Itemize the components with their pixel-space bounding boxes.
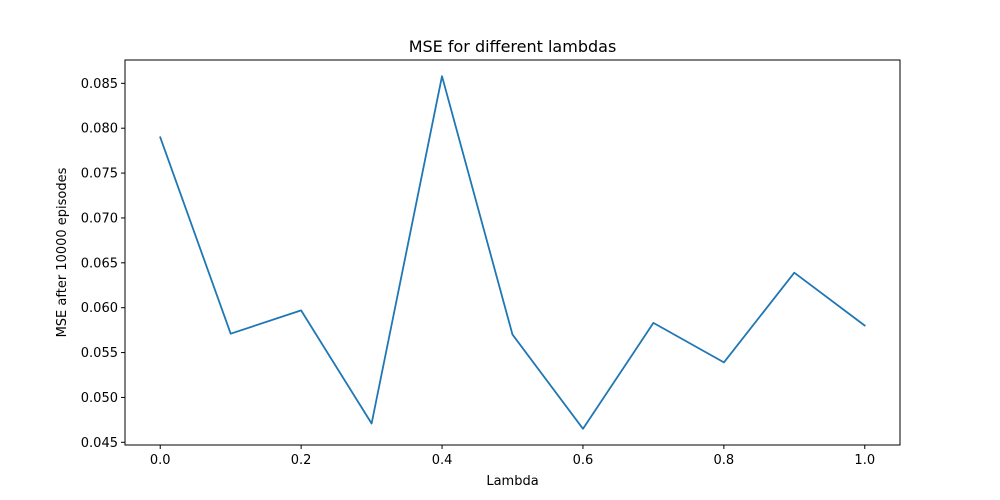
- x-axis: 0.0 0.2 0.4 0.6 0.8 1.0: [150, 445, 875, 468]
- x-tick-label: 0.2: [291, 453, 312, 468]
- x-tick-label: 0.4: [432, 453, 453, 468]
- x-tick-label: 0.0: [150, 453, 171, 468]
- x-axis-label: Lambda: [486, 474, 538, 489]
- y-axis: 0.045 0.050 0.055 0.060 0.065 0.070 0.075 0.080…: [81, 77, 125, 451]
- y-tick-label: 0.075: [81, 167, 118, 182]
- chart-title: MSE for different lambdas: [409, 37, 617, 56]
- series-line: [159, 75, 866, 430]
- plot-area: [125, 60, 900, 445]
- x-tick-label: 1.0: [854, 453, 875, 468]
- y-tick-label: 0.085: [81, 77, 118, 92]
- y-tick-label: 0.055: [81, 346, 118, 361]
- x-tick-label: 0.8: [714, 453, 735, 468]
- y-tick-label: 0.045: [81, 436, 118, 451]
- plot-frame: [124, 59, 901, 446]
- y-tick-label: 0.065: [81, 256, 118, 271]
- y-tick-label: 0.070: [81, 211, 118, 226]
- y-tick-label: 0.050: [81, 391, 118, 406]
- x-tick-label: 0.6: [573, 453, 594, 468]
- y-tick-label: 0.060: [81, 301, 118, 316]
- y-axis-label: MSE after 10000 episodes: [55, 167, 70, 337]
- series-layer: [159, 75, 866, 430]
- y-tick-label: 0.080: [81, 122, 118, 137]
